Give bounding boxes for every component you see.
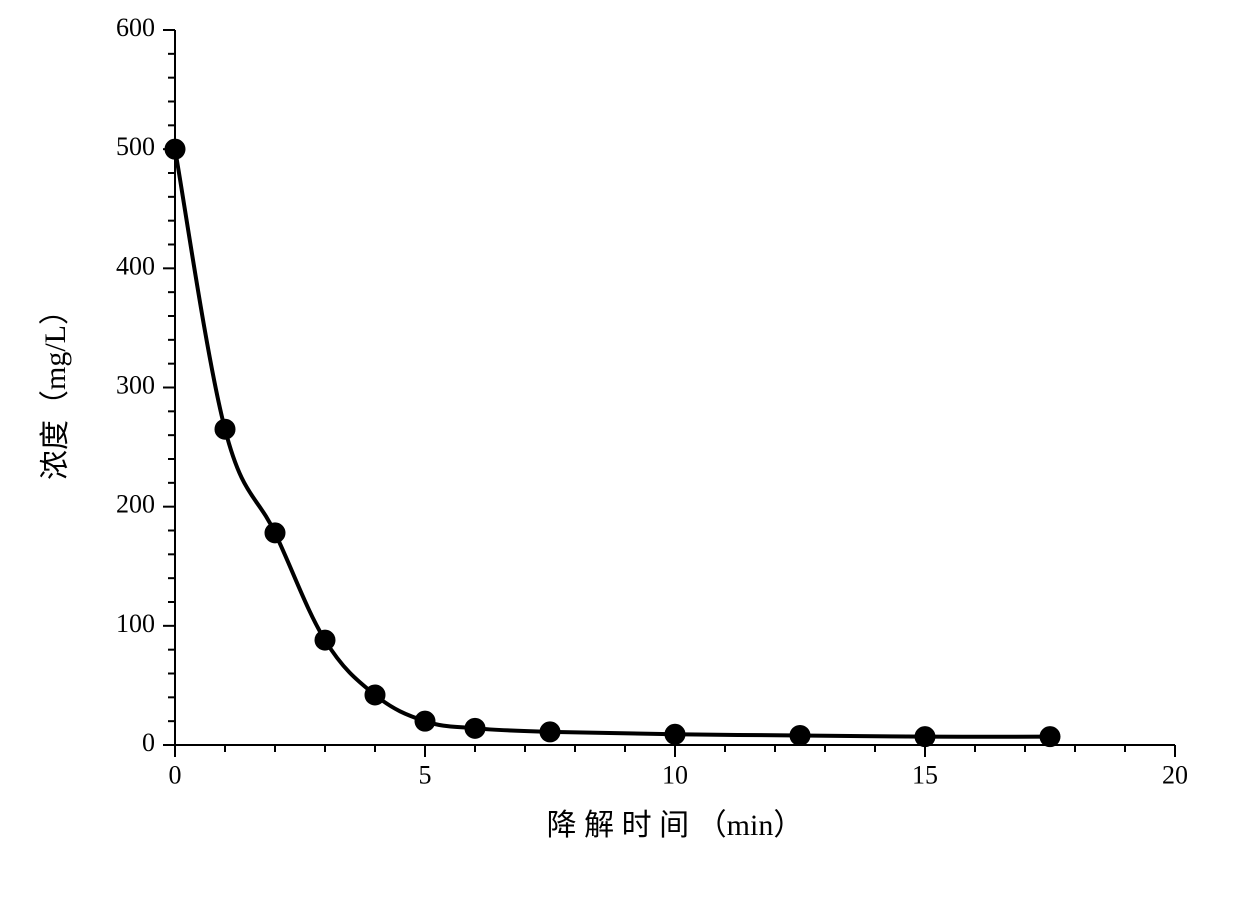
- chart-container: 051015200100200300400500600降 解 时 间 （min）…: [0, 0, 1240, 900]
- series-marker: [790, 725, 810, 745]
- series-marker: [165, 139, 185, 159]
- series-marker: [215, 419, 235, 439]
- chart-svg: 051015200100200300400500600降 解 时 间 （min）…: [0, 0, 1240, 900]
- y-axis-label: 浓度（mg/L）: [39, 295, 72, 480]
- series-marker: [540, 722, 560, 742]
- series-marker: [315, 630, 335, 650]
- y-tick-label: 600: [116, 13, 155, 42]
- series-marker: [465, 718, 485, 738]
- series-marker: [665, 724, 685, 744]
- x-tick-label: 5: [419, 760, 432, 789]
- series-marker: [365, 685, 385, 705]
- x-tick-label: 15: [912, 760, 938, 789]
- x-axis-label: 降 解 时 间 （min）: [547, 809, 804, 842]
- y-tick-label: 300: [116, 370, 155, 399]
- y-tick-label: 500: [116, 132, 155, 161]
- x-tick-label: 0: [169, 760, 182, 789]
- series-marker: [415, 711, 435, 731]
- series-marker: [265, 523, 285, 543]
- series-marker: [915, 727, 935, 747]
- y-tick-label: 400: [116, 251, 155, 280]
- series-marker: [1040, 727, 1060, 747]
- series-line: [175, 149, 1050, 737]
- y-tick-label: 200: [116, 490, 155, 519]
- x-tick-label: 10: [662, 760, 688, 789]
- y-tick-label: 0: [142, 728, 155, 757]
- x-tick-label: 20: [1162, 760, 1188, 789]
- y-tick-label: 100: [116, 609, 155, 638]
